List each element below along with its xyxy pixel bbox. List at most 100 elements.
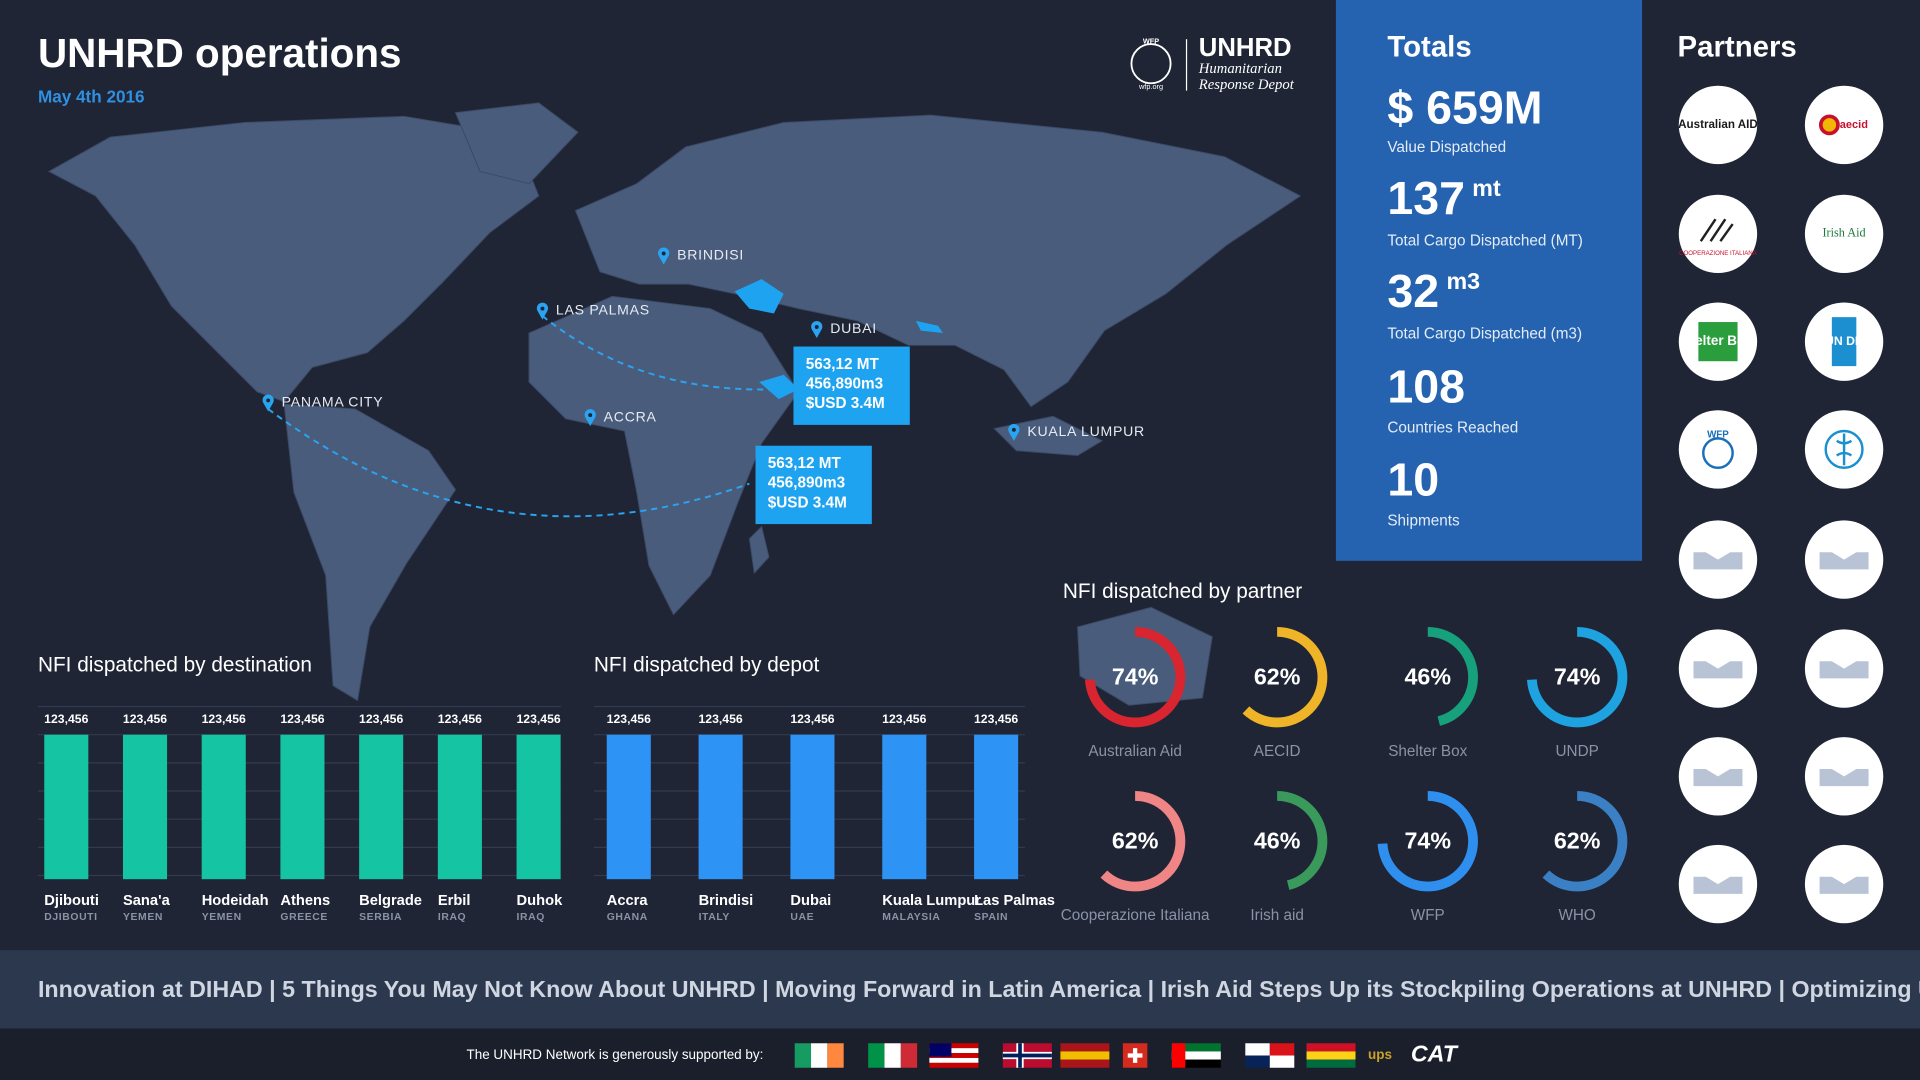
sponsor-logo: CAT [1411, 1041, 1459, 1067]
category-label: Sana'a [123, 893, 171, 909]
partner-name: Irish Aid [1822, 226, 1865, 240]
donut-value: 62% [1112, 828, 1159, 854]
partner-logo [1678, 410, 1758, 489]
totals-panel [1335, 0, 1643, 561]
total-number: 108 [1387, 361, 1465, 413]
map-pin-dot [266, 398, 271, 403]
flag [1245, 1043, 1270, 1056]
flag [1060, 1059, 1110, 1068]
flag [929, 1062, 979, 1068]
donut-value: 74% [1404, 828, 1451, 854]
flag [1269, 1055, 1295, 1068]
placeholder-icon [1693, 552, 1743, 570]
map-pin-dot [540, 306, 545, 311]
value-label: 123,456 [123, 712, 167, 726]
map-pin [658, 247, 670, 265]
continent [574, 114, 1302, 408]
donut-label: Irish aid [1250, 907, 1304, 924]
bar [882, 734, 927, 880]
date: May 4th 2016 [38, 86, 145, 106]
partner-logo [1678, 194, 1758, 274]
partner-name: Australian AID [1678, 118, 1758, 131]
donut-arc [1526, 791, 1628, 892]
category-label: Duhok [517, 893, 564, 909]
donut-value: 46% [1254, 828, 1301, 854]
donut-arc [1526, 626, 1628, 728]
map-label: PANAMA CITY [282, 394, 384, 410]
value-label: 123,456 [974, 712, 1018, 726]
value-label: 123,456 [280, 712, 324, 726]
flag [929, 1057, 979, 1063]
total-number: $ 659M [1387, 82, 1542, 134]
flag [1002, 1043, 1052, 1068]
footer-text: The UNHRD Network is generously supporte… [467, 1047, 764, 1062]
callout-text: $USD 3.4M [806, 395, 885, 412]
flag [811, 1043, 828, 1068]
total-value: 32 m3 [1387, 265, 1480, 317]
donut-value: 62% [1254, 664, 1301, 690]
continent [47, 115, 540, 403]
value-label: 123,456 [882, 712, 926, 726]
totals-title: Totals [1387, 31, 1471, 64]
logo-badge [1698, 322, 1738, 362]
callout-text: 563,12 MT [806, 356, 880, 373]
donut-arc [1226, 791, 1328, 892]
callout-text: 563,12 MT [768, 455, 842, 472]
donut-label: Cooperazione Italiana [1061, 907, 1210, 924]
map-pin-dot [588, 413, 593, 418]
category-label: Las Palmas [974, 893, 1055, 909]
total-value: 108 [1387, 361, 1465, 413]
partner-name: WFP [1707, 429, 1729, 440]
map-pin [1008, 423, 1020, 441]
total-number: 32 [1387, 265, 1439, 317]
partner-name: UN DP [1825, 334, 1863, 348]
news-band [0, 950, 1920, 1029]
total-label: Total Cargo Dispatched (m3) [1387, 325, 1582, 342]
flag [929, 1048, 979, 1054]
subcategory-label: UAE [790, 912, 814, 923]
donut-arc [1226, 626, 1328, 728]
highlight [734, 279, 784, 314]
category-label: Hodeidah [202, 893, 269, 909]
flag [929, 1043, 979, 1049]
flag [1306, 1043, 1356, 1052]
chart-title: NFI dispatched by partner [1063, 580, 1302, 603]
callout-text: $USD 3.4M [768, 494, 847, 511]
category-label: Kuala Lumpur [882, 893, 981, 909]
partner-logo [1804, 85, 1884, 165]
news-ticker[interactable]: Innovation at DIHAD | 5 Things You May N… [38, 976, 1920, 1002]
category-label: Brindisi [699, 893, 754, 909]
continent [528, 295, 799, 616]
map-pin [584, 409, 596, 427]
subcategory-label: SPAIN [974, 912, 1008, 923]
value-label: 123,456 [607, 712, 651, 726]
donut-value: 74% [1112, 664, 1159, 690]
donut-label: Australian Aid [1088, 743, 1182, 760]
bar [698, 734, 743, 880]
map-pin-dot [1011, 427, 1016, 432]
bar [516, 734, 561, 880]
subcategory-label: ITALY [699, 912, 730, 923]
donut-arc [1084, 626, 1186, 728]
donut-label: AECID [1254, 743, 1301, 760]
flag [1269, 1043, 1295, 1056]
total-number: 10 [1387, 454, 1439, 506]
value-label: 123,456 [698, 712, 742, 726]
partner-name: COOPERAZIONE ITALIANA [1679, 250, 1758, 257]
logo-badge [1831, 317, 1857, 367]
total-label: Total Cargo Dispatched (MT) [1387, 232, 1583, 249]
logo-line: Response Depot [1198, 77, 1295, 93]
logo-name: UNHRD [1199, 34, 1292, 62]
logo-mark [1836, 433, 1853, 466]
route [267, 408, 750, 518]
map-label: DUBAI [830, 320, 877, 336]
total-number: 137 [1387, 172, 1465, 224]
subcategory-label: GHANA [607, 912, 648, 923]
donut-value: 46% [1404, 664, 1451, 690]
map-label: ACCRA [604, 408, 657, 424]
value-label: 123,456 [438, 712, 482, 726]
value-label: 123,456 [202, 712, 246, 726]
placeholder-icon [1693, 661, 1743, 679]
category-label: Accra [607, 893, 649, 909]
